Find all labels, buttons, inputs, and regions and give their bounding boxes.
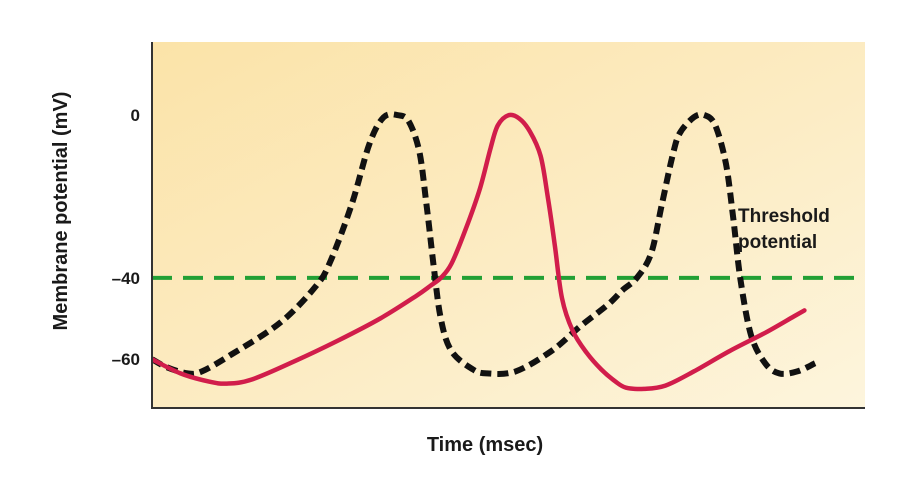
plot-area (152, 42, 865, 408)
solid-series-line (152, 112, 807, 392)
y-axis-title: Membrane potential (mV) (50, 92, 72, 331)
y-tick-label: –40 (112, 269, 140, 288)
dashed-series-line (152, 111, 817, 377)
y-tick-labels: 0 –40 –60 (112, 106, 140, 369)
y-tick-label: 0 (131, 106, 140, 125)
y-tick-label: –60 (112, 350, 140, 369)
threshold-label-line-2: potential (738, 232, 817, 253)
series-layer (152, 111, 865, 392)
threshold-label-line-1: Threshold (738, 206, 830, 227)
x-axis-title: Time (msec) (427, 434, 543, 456)
